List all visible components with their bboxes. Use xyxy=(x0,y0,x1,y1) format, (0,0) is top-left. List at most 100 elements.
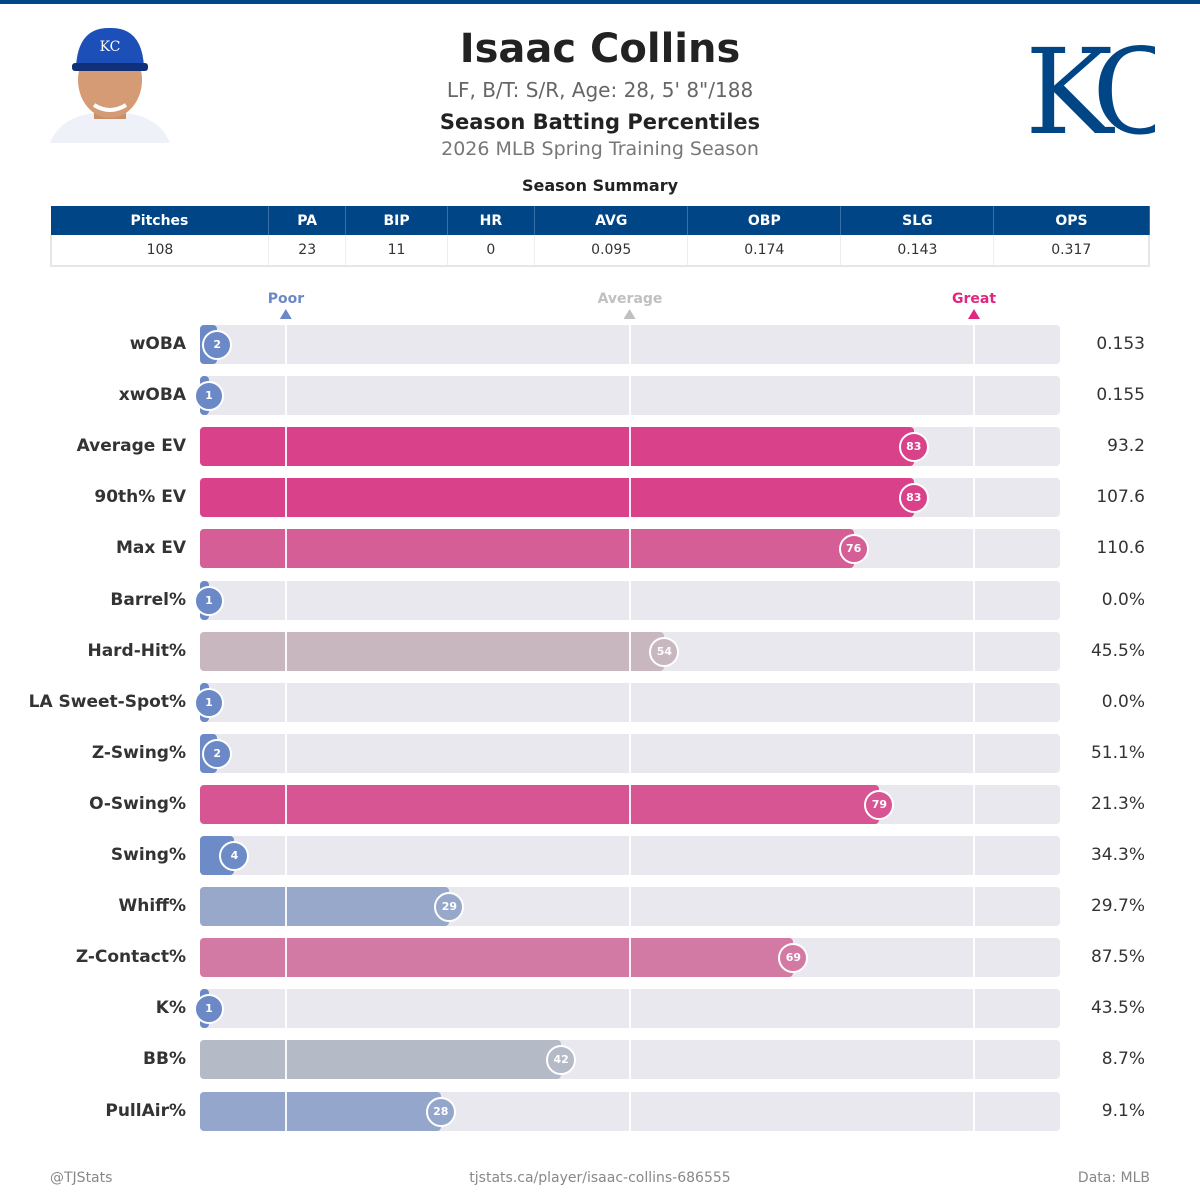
summary-value: 108 xyxy=(49,235,269,267)
team-logo: KC xyxy=(1025,25,1155,145)
metric-value: 87.5% xyxy=(1090,947,1145,968)
metric-row: Hard-Hit% 54 45.5% xyxy=(0,631,1200,672)
player-name: Isaac Collins xyxy=(459,26,741,72)
percentile-badge: 2 xyxy=(202,330,233,360)
percentile-badge: 28 xyxy=(425,1096,456,1127)
metric-row: 90th% EV 83 107.6 xyxy=(0,478,1200,518)
metric-value: 34.3% xyxy=(1090,845,1145,865)
great-gridline xyxy=(973,376,975,416)
percentile-bar xyxy=(200,478,914,518)
summary-header: AVG xyxy=(534,206,689,235)
summary-value: 0.174 xyxy=(687,235,842,267)
average-label: Average xyxy=(597,291,663,307)
average-gridline xyxy=(629,784,631,824)
summary-header: HR xyxy=(447,206,536,235)
poor-gridline xyxy=(285,784,287,824)
metric-row: Z-Swing% 2 51.1% xyxy=(0,733,1200,774)
metric-row: PullAir% 28 9.1% xyxy=(0,1091,1200,1132)
great-gridline xyxy=(973,989,975,1029)
average-gridline xyxy=(629,1040,631,1080)
footer-source: Data: MLB xyxy=(1077,1170,1150,1186)
average-gridline xyxy=(629,1091,631,1131)
player-headshot: KC xyxy=(50,27,170,143)
metric-row: Whiff% 29 29.7% xyxy=(0,887,1200,927)
great-gridline xyxy=(973,887,975,927)
metric-row: BB% 42 8.7% xyxy=(0,1040,1200,1080)
metric-value: 8.7% xyxy=(1101,1049,1145,1070)
metric-value: 45.5% xyxy=(1090,640,1145,661)
poor-gridline xyxy=(285,631,287,671)
percentile-badge: 4 xyxy=(219,841,250,871)
footer-url[interactable]: tjstats.ca/player/isaac-collins-686555 xyxy=(469,1170,731,1186)
summary-header: PA xyxy=(268,206,347,235)
average-gridline xyxy=(629,682,631,722)
percentile-bar xyxy=(200,1091,441,1131)
percentile-badge: 1 xyxy=(194,687,224,718)
poor-gridline xyxy=(285,733,287,773)
poor-triangle-icon xyxy=(280,309,292,319)
average-gridline xyxy=(629,325,631,364)
metric-label: K% xyxy=(155,998,186,1019)
percentile-badge: 29 xyxy=(434,892,465,923)
poor-gridline xyxy=(285,325,287,364)
metric-row: Swing% 4 34.3% xyxy=(0,836,1200,876)
metric-label: Average EV xyxy=(76,436,186,457)
summary-header: OBP xyxy=(687,206,842,235)
summary-value: 11 xyxy=(345,235,448,267)
summary-value: 0.143 xyxy=(840,235,995,267)
metric-value: 9.1% xyxy=(1101,1100,1145,1121)
summary-value: 0.095 xyxy=(534,235,689,267)
metric-value: 21.3% xyxy=(1090,793,1145,814)
poor-gridline xyxy=(285,427,287,467)
percentile-bar xyxy=(200,427,914,467)
metric-row: O-Swing% 79 21.3% xyxy=(0,784,1200,825)
season-subtitle: 2026 MLB Spring Training Season xyxy=(441,138,759,160)
metric-value: 51.1% xyxy=(1090,742,1145,763)
percentile-bar xyxy=(200,784,880,824)
average-triangle-icon xyxy=(623,309,636,319)
average-gridline xyxy=(629,887,631,927)
poor-gridline xyxy=(285,887,287,927)
average-gridline xyxy=(629,938,631,978)
metric-label: Whiff% xyxy=(118,896,187,917)
metric-label: Barrel% xyxy=(110,589,186,610)
metric-row: Barrel% 1 0.0% xyxy=(0,580,1200,621)
average-gridline xyxy=(629,580,631,620)
metric-label: 90th% EV xyxy=(94,487,186,508)
percentile-bar xyxy=(200,938,794,978)
average-gridline xyxy=(629,427,631,467)
poor-gridline xyxy=(285,529,287,569)
metric-value: 0.153 xyxy=(1096,334,1145,354)
metric-value: 0.155 xyxy=(1096,385,1145,406)
poor-marker: Poor xyxy=(268,291,304,319)
season-summary-table: Pitches PA BIP HR AVG OBP SLG OPS 108 23 11 0 0.095 0… xyxy=(49,206,1151,267)
percentile-bar xyxy=(200,887,450,927)
metric-value: 29.7% xyxy=(1090,896,1145,917)
poor-gridline xyxy=(285,376,287,416)
average-gridline xyxy=(629,478,631,518)
page-title: Season Batting Percentiles xyxy=(439,110,761,134)
percentile-badge: 1 xyxy=(194,381,224,412)
great-gridline xyxy=(973,733,975,773)
percentile-badge: 42 xyxy=(546,1045,577,1076)
percentile-badge: 69 xyxy=(778,943,809,974)
percentile-bar xyxy=(200,1040,562,1080)
poor-gridline xyxy=(285,478,287,518)
metric-row: LA Sweet-Spot% 1 0.0% xyxy=(0,682,1200,723)
summary-header: BIP xyxy=(345,206,448,235)
metric-row: Average EV 83 93.2 xyxy=(0,427,1200,467)
average-gridline xyxy=(629,989,631,1029)
metric-value: 93.2 xyxy=(1107,436,1145,457)
great-label: Great xyxy=(951,291,997,307)
percentile-badge: 1 xyxy=(194,994,224,1025)
percentile-badge: 1 xyxy=(194,585,224,616)
summary-value: 0.317 xyxy=(993,235,1151,267)
metric-row: wOBA 2 0.153 xyxy=(0,325,1200,365)
great-gridline xyxy=(973,836,975,875)
great-gridline xyxy=(973,1040,975,1080)
metric-value: 0.0% xyxy=(1101,589,1145,610)
poor-gridline xyxy=(285,989,287,1029)
great-gridline xyxy=(973,478,975,518)
poor-gridline xyxy=(285,1040,287,1080)
percentile-badge: 79 xyxy=(864,789,895,820)
